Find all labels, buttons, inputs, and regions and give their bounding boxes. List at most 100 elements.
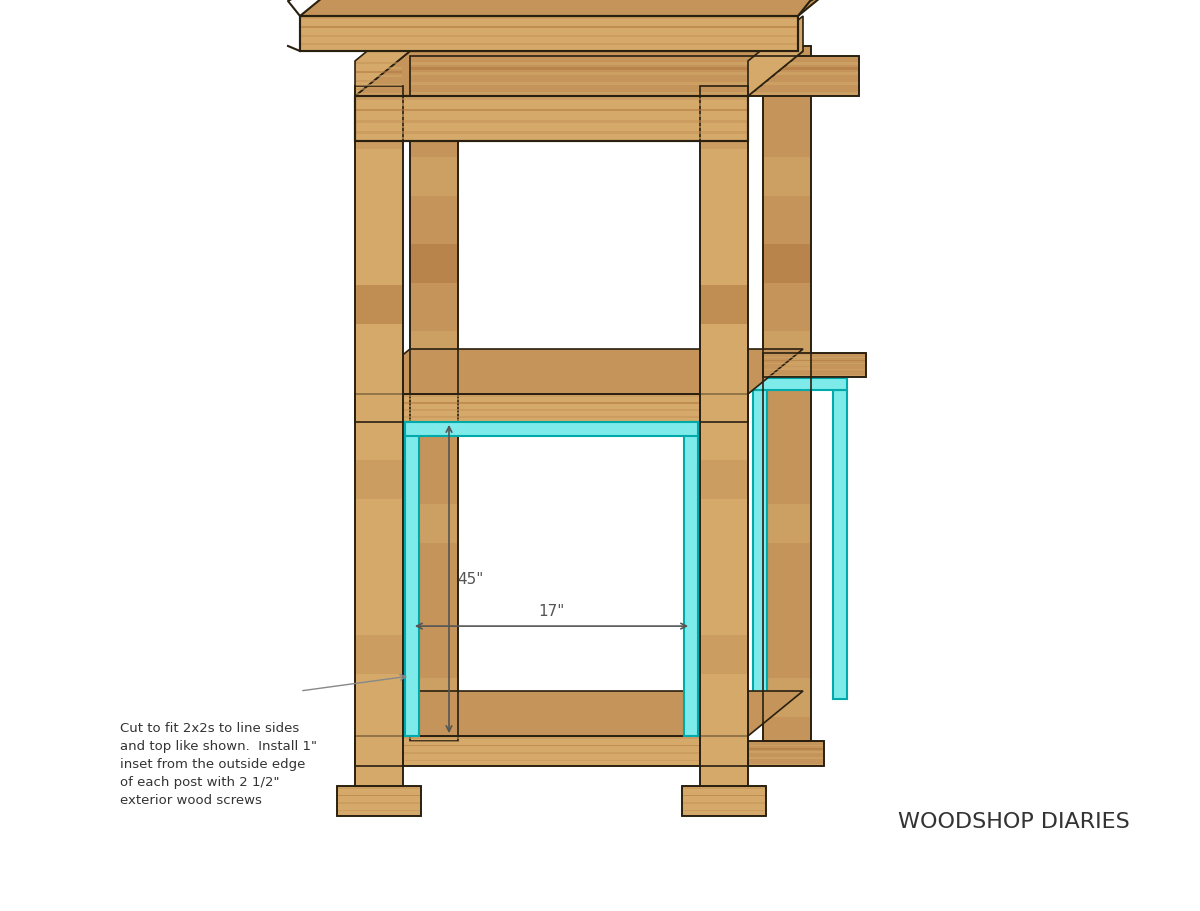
Bar — [754, 391, 767, 700]
Bar — [301, 45, 797, 46]
Bar — [356, 116, 746, 118]
Bar — [356, 67, 402, 69]
Bar — [356, 374, 402, 413]
Bar — [301, 40, 797, 42]
Bar — [412, 88, 858, 90]
Bar — [764, 370, 865, 371]
Bar — [356, 395, 746, 397]
Bar — [356, 80, 402, 83]
Bar — [412, 71, 457, 110]
Bar — [356, 127, 746, 129]
Bar — [764, 158, 810, 197]
Bar — [701, 548, 746, 588]
Bar — [412, 58, 858, 60]
Polygon shape — [355, 17, 410, 97]
Bar — [356, 461, 402, 500]
Bar — [764, 357, 865, 359]
Bar — [746, 764, 823, 765]
Bar — [337, 786, 421, 816]
Bar — [355, 736, 748, 766]
Bar — [701, 374, 746, 413]
Bar — [356, 111, 402, 150]
Bar — [338, 794, 420, 796]
Bar — [356, 199, 402, 238]
Bar — [406, 423, 419, 736]
Text: 17": 17" — [539, 603, 565, 619]
Bar — [701, 635, 746, 675]
Bar — [301, 31, 797, 34]
Bar — [356, 399, 746, 401]
Bar — [356, 72, 402, 74]
Bar — [701, 722, 746, 763]
Bar — [700, 87, 748, 786]
Bar — [746, 742, 823, 743]
Bar — [764, 373, 865, 374]
Bar — [301, 36, 797, 37]
Bar — [764, 71, 810, 110]
Bar — [301, 23, 797, 25]
Bar — [746, 745, 823, 747]
Bar — [683, 803, 766, 804]
Bar — [412, 78, 858, 80]
Bar — [301, 27, 797, 29]
Bar — [764, 363, 865, 364]
Text: 45": 45" — [457, 572, 484, 587]
Bar — [764, 332, 810, 370]
Polygon shape — [355, 52, 803, 97]
Bar — [410, 57, 859, 97]
Bar — [412, 679, 457, 717]
Bar — [300, 17, 798, 52]
Bar — [355, 97, 748, 142]
Bar — [410, 47, 458, 742]
Bar — [406, 423, 698, 436]
Bar — [763, 353, 866, 377]
Bar — [764, 679, 810, 717]
Bar — [356, 722, 402, 763]
Bar — [356, 85, 402, 87]
Bar — [700, 87, 748, 786]
Bar — [764, 591, 810, 630]
Bar — [338, 803, 420, 804]
Bar — [412, 68, 858, 70]
Bar — [682, 786, 766, 816]
Bar — [356, 410, 746, 411]
Bar — [356, 416, 746, 418]
Bar — [412, 591, 457, 630]
Bar — [338, 810, 420, 812]
Bar — [683, 798, 766, 800]
Text: Cut to fit 2x2s to line sides
and top like shown.  Install 1"
inset from the out: Cut to fit 2x2s to line sides and top li… — [120, 722, 317, 806]
Polygon shape — [748, 17, 803, 97]
Bar — [356, 749, 746, 750]
Bar — [745, 742, 824, 766]
Polygon shape — [300, 0, 853, 17]
Bar — [301, 49, 797, 51]
Bar — [833, 391, 847, 700]
Bar — [764, 366, 865, 368]
Bar — [701, 461, 746, 500]
Bar — [412, 244, 457, 283]
Bar — [412, 73, 858, 76]
Bar — [356, 286, 402, 325]
Bar — [355, 394, 748, 423]
Bar — [337, 786, 421, 816]
Bar — [356, 741, 746, 742]
Bar — [701, 199, 746, 238]
Bar — [683, 787, 766, 789]
Polygon shape — [355, 691, 803, 736]
Bar — [746, 758, 823, 759]
Bar — [412, 63, 858, 66]
Bar — [338, 814, 420, 815]
Bar — [763, 47, 811, 742]
Bar — [356, 138, 746, 140]
Bar — [701, 286, 746, 325]
Bar — [338, 791, 420, 793]
Bar — [355, 394, 748, 423]
Bar — [356, 98, 746, 101]
Bar — [746, 748, 823, 750]
Bar — [356, 737, 746, 739]
Bar — [356, 63, 402, 65]
Bar — [355, 97, 748, 142]
Bar — [356, 548, 402, 588]
Bar — [356, 763, 746, 765]
Bar — [410, 47, 458, 742]
